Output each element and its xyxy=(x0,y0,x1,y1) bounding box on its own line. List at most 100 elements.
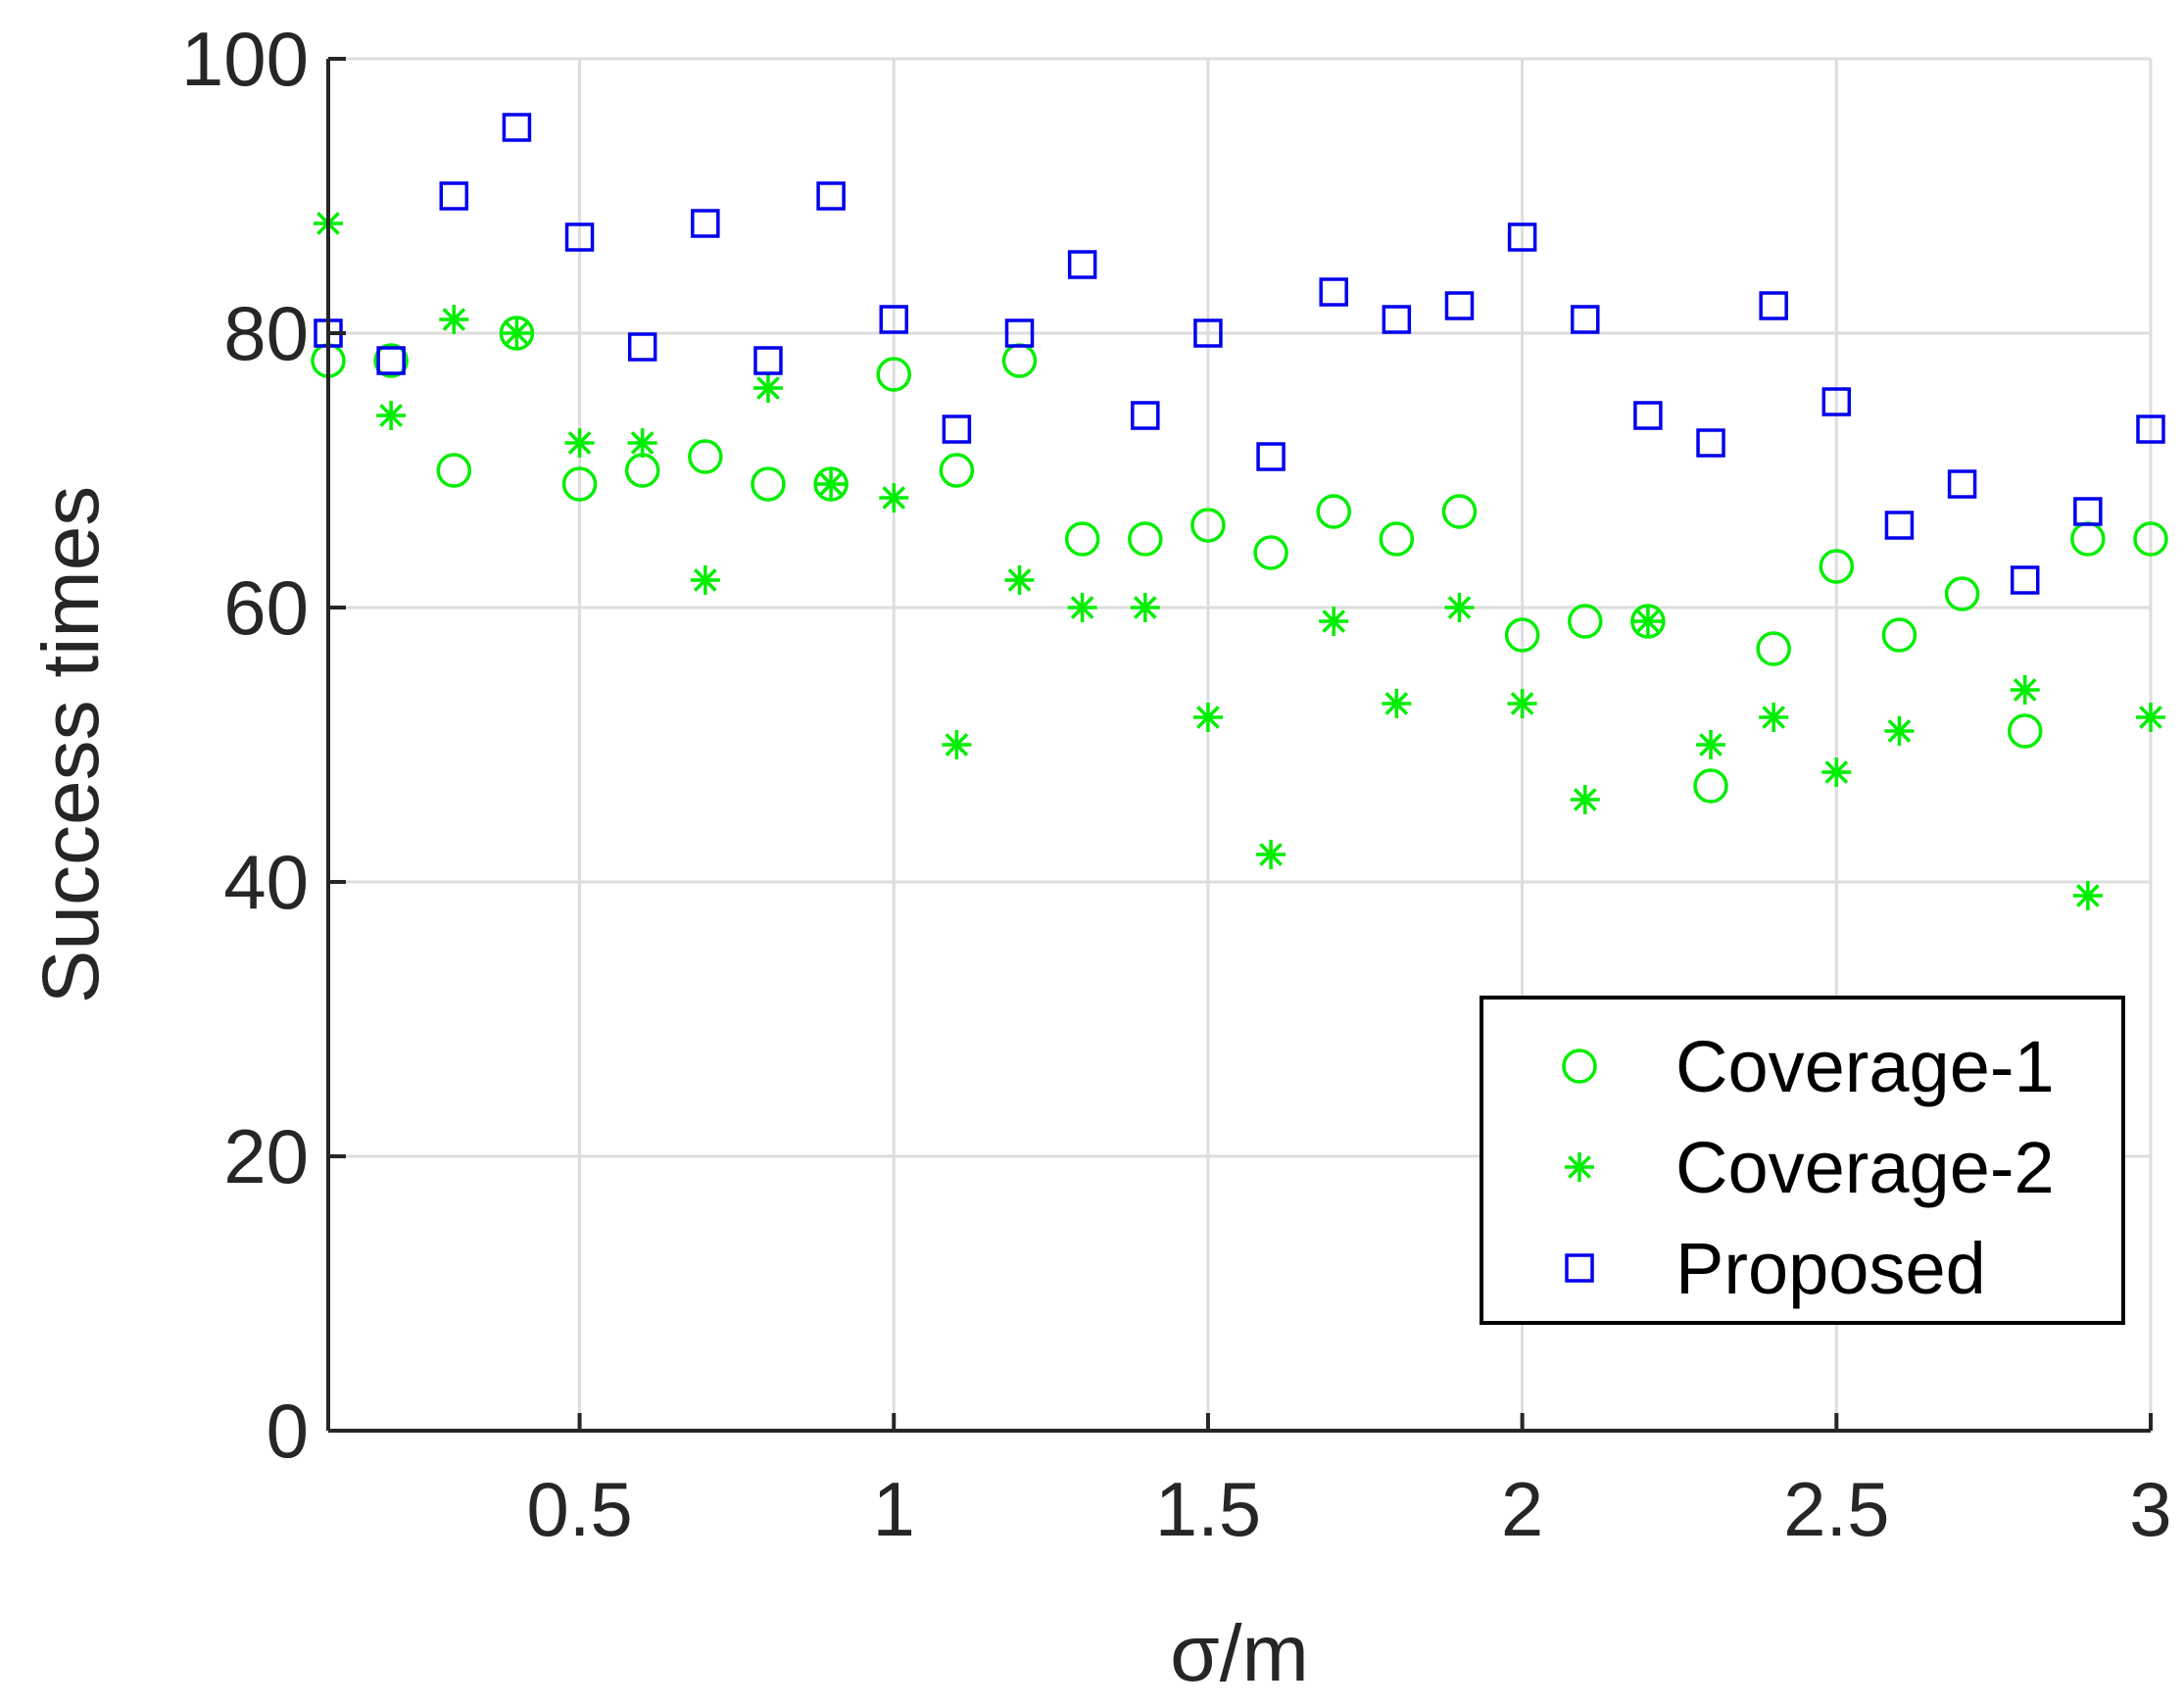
x-axis-title: σ/m xyxy=(1170,1609,1309,1698)
asterisk-marker xyxy=(627,428,657,458)
legend-label: Proposed xyxy=(1675,1228,1986,1309)
square-marker xyxy=(1633,401,1663,430)
square-marker xyxy=(691,209,720,238)
square-marker xyxy=(879,305,908,334)
asterisk-marker xyxy=(1507,689,1537,718)
data-markers xyxy=(311,113,2168,910)
square-marker xyxy=(816,181,846,211)
circle-marker xyxy=(1756,631,1791,666)
square-marker xyxy=(1884,511,1915,540)
circle-marker xyxy=(1630,604,1666,639)
circle-marker xyxy=(1819,549,1855,584)
square-marker xyxy=(2010,565,2040,595)
x-tick-label: 1 xyxy=(873,1466,915,1552)
legend: Coverage-1 Coverage-2 Proposed xyxy=(1480,996,2125,1325)
square-marker xyxy=(1571,305,1600,334)
square-marker xyxy=(376,346,406,375)
square-marker xyxy=(1067,250,1097,279)
circle-marker xyxy=(1253,535,1288,570)
x-tick-label: 3 xyxy=(2129,1466,2171,1552)
y-tick-label: 0 xyxy=(267,1388,309,1474)
legend-marker-coverage-1 xyxy=(1562,1049,1597,1084)
square-marker xyxy=(1444,291,1475,320)
circle-marker xyxy=(1379,521,1415,557)
x-tick-label: 2 xyxy=(1501,1466,1543,1552)
square-marker xyxy=(627,332,657,362)
axes xyxy=(326,57,2153,1433)
legend-marker-proposed xyxy=(1565,1253,1594,1283)
square-marker xyxy=(2136,415,2165,444)
y-axis-title: Success times xyxy=(26,486,116,1004)
square-marker xyxy=(564,222,595,252)
asterisk-marker xyxy=(1821,757,1852,787)
asterisk-marker xyxy=(752,373,783,403)
grid-lines xyxy=(328,57,2153,1433)
tick-labels: 0.5 1 1.5 2 2.5 3 0 20 40 60 80 100 xyxy=(181,16,2172,1552)
circle-marker xyxy=(373,343,409,378)
series-coverage-2 xyxy=(314,209,2165,910)
square-marker xyxy=(1821,387,1852,416)
circle-marker xyxy=(499,316,535,351)
asterisk-marker xyxy=(1067,593,1097,622)
circle-marker xyxy=(939,453,975,488)
square-marker xyxy=(2073,497,2103,526)
square-marker xyxy=(439,181,469,211)
circle-marker xyxy=(1128,521,1163,557)
legend-label: Coverage-2 xyxy=(1675,1127,2055,1208)
legend-label: Coverage-1 xyxy=(1675,1026,2055,1107)
circle-marker xyxy=(1881,617,1917,653)
legend-marker-coverage-2 xyxy=(1565,1152,1594,1182)
square-marker xyxy=(502,113,532,142)
asterisk-marker xyxy=(1444,593,1475,622)
asterisk-marker xyxy=(1256,840,1286,869)
asterisk-marker xyxy=(816,469,847,499)
asterisk-marker xyxy=(2136,703,2165,732)
series-proposed xyxy=(314,113,2165,595)
square-marker xyxy=(1759,291,1788,320)
asterisk-marker xyxy=(502,318,532,348)
asterisk-marker xyxy=(439,305,469,334)
asterisk-marker xyxy=(942,730,972,759)
circle-marker xyxy=(2007,713,2043,749)
circle-marker xyxy=(436,453,472,488)
y-tick-label: 60 xyxy=(223,564,309,651)
square-marker xyxy=(1507,222,1537,252)
square-marker xyxy=(753,346,783,375)
circle-marker xyxy=(1504,617,1540,653)
asterisk-marker xyxy=(376,401,407,430)
asterisk-marker xyxy=(879,483,909,512)
asterisk-marker xyxy=(1130,593,1160,622)
square-marker xyxy=(1696,428,1725,458)
x-tick-label: 1.5 xyxy=(1155,1466,1261,1552)
x-tick-label: 0.5 xyxy=(526,1466,632,1552)
asterisk-marker xyxy=(690,565,720,595)
asterisk-marker xyxy=(2072,881,2103,910)
asterisk-marker xyxy=(1696,730,1726,759)
circle-marker xyxy=(1568,604,1603,639)
asterisk-marker xyxy=(1004,565,1035,595)
asterisk-marker xyxy=(1382,689,1412,718)
asterisk-marker xyxy=(1632,607,1663,636)
square-marker xyxy=(942,415,972,444)
asterisk-marker xyxy=(1319,607,1349,636)
y-tick-label: 100 xyxy=(181,16,309,102)
square-marker xyxy=(1131,401,1160,430)
asterisk-marker xyxy=(564,428,595,458)
square-marker xyxy=(1193,318,1223,348)
circle-marker xyxy=(813,466,849,502)
circle-marker xyxy=(1316,494,1351,529)
circle-marker xyxy=(1064,521,1100,557)
asterisk-marker xyxy=(1884,716,1915,746)
circle-marker xyxy=(876,357,911,392)
circle-marker xyxy=(1190,508,1226,543)
square-marker xyxy=(1947,469,1977,499)
circle-marker xyxy=(688,439,723,474)
y-tick-label: 20 xyxy=(223,1113,309,1199)
circle-marker xyxy=(2133,521,2168,557)
series-coverage-1 xyxy=(311,316,2168,804)
asterisk-marker xyxy=(1759,703,1789,732)
square-marker xyxy=(1319,277,1348,307)
asterisk-marker xyxy=(1192,703,1223,732)
circle-marker xyxy=(1441,494,1478,529)
